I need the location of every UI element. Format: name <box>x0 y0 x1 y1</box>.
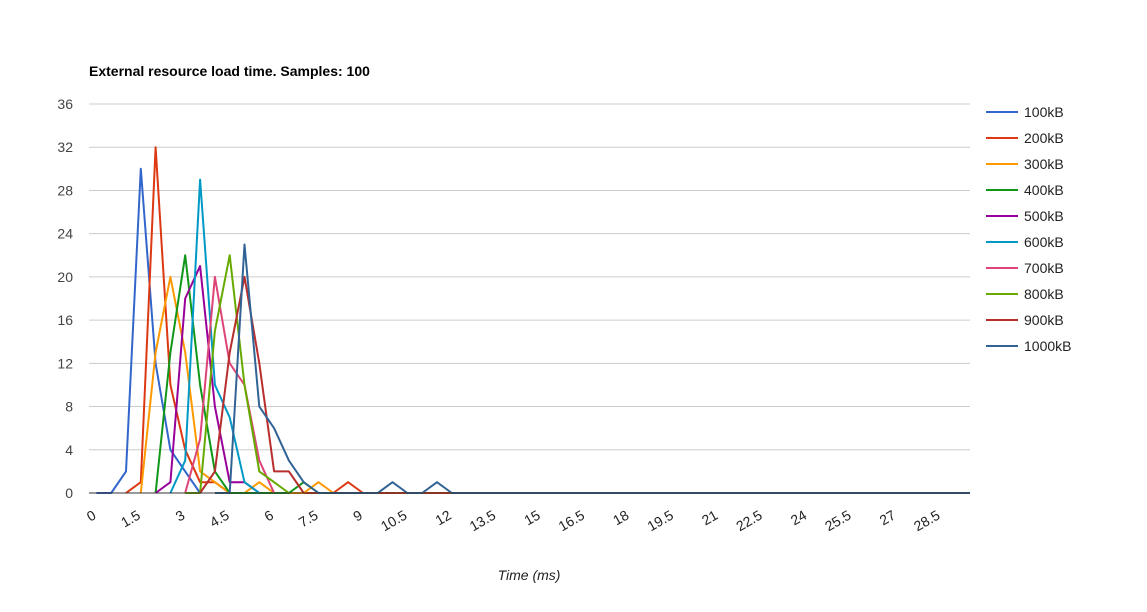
legend-label: 400kB <box>1024 182 1064 198</box>
series-line-800kB <box>185 254 290 494</box>
x-tick-label: 10.5 <box>378 507 410 535</box>
y-tick-label: 12 <box>57 355 73 371</box>
series-line-700kB <box>184 275 276 494</box>
y-tick-label: 16 <box>57 312 73 328</box>
chart-title: External resource load time. Samples: 10… <box>89 63 370 79</box>
legend-item-800kB[interactable]: 800kB <box>986 286 1064 302</box>
series-line-500kB <box>155 265 260 494</box>
x-tick-label: 24 <box>788 507 810 529</box>
x-tick-label: 16.5 <box>556 507 588 535</box>
y-tick-label: 8 <box>65 399 73 415</box>
legend-label: 700kB <box>1024 260 1064 276</box>
x-tick-label: 21 <box>699 507 721 529</box>
series-lines <box>96 146 970 494</box>
x-tick-label: 19.5 <box>644 507 676 535</box>
legend-item-1000kB[interactable]: 1000kB <box>986 338 1071 354</box>
y-tick-label: 24 <box>57 226 73 242</box>
y-tick-label: 0 <box>65 485 73 501</box>
legend-item-500kB[interactable]: 500kB <box>986 208 1064 224</box>
x-tick-label: 6 <box>261 507 276 525</box>
series-line-1000kB <box>214 243 970 494</box>
series-line-600kB <box>169 178 260 494</box>
legend-label: 300kB <box>1024 156 1064 172</box>
x-tick-label: 27 <box>877 507 899 529</box>
legend-label: 500kB <box>1024 208 1064 224</box>
x-tick-label: 28.5 <box>911 507 943 535</box>
y-tick-label: 32 <box>57 139 73 155</box>
legend[interactable]: 100kB 200kB 300kB 400kB 500kB 600kB 700kB 800kB… <box>986 104 1071 354</box>
series-line-400kB <box>154 254 320 494</box>
legend-label: 200kB <box>1024 130 1064 146</box>
y-tick-label: 36 <box>57 96 73 112</box>
x-tick-label: 18 <box>610 507 632 529</box>
y-tick-label: 4 <box>65 442 73 458</box>
x-tick-label: 7.5 <box>296 507 321 531</box>
x-axis-label: Time (ms) <box>498 567 561 583</box>
legend-item-600kB[interactable]: 600kB <box>986 234 1064 250</box>
legend-item-700kB[interactable]: 700kB <box>986 260 1064 276</box>
y-tick-label: 28 <box>57 182 73 198</box>
x-tick-label: 1.5 <box>118 507 143 531</box>
x-tick-label: 4.5 <box>207 507 232 531</box>
x-tick-label: 22.5 <box>733 507 765 535</box>
legend-item-900kB[interactable]: 900kB <box>986 312 1064 328</box>
x-tick-label: 9 <box>350 507 365 525</box>
legend-item-400kB[interactable]: 400kB <box>986 182 1064 198</box>
legend-item-300kB[interactable]: 300kB <box>986 156 1064 172</box>
legend-label: 600kB <box>1024 234 1064 250</box>
x-tick-label: 12 <box>432 507 454 529</box>
legend-label: 800kB <box>1024 286 1064 302</box>
y-axis-ticks: 0 4 8 12 16 20 24 28 32 36 <box>57 96 73 501</box>
x-tick-label: 0 <box>84 507 99 525</box>
legend-item-100kB[interactable]: 100kB <box>986 104 1064 120</box>
y-tick-label: 20 <box>57 269 73 285</box>
x-tick-label: 13.5 <box>467 507 499 535</box>
x-axis-ticks: 0 1.5 3 4.5 6 7.5 9 10.5 12 13.5 15 16.5 18 19.5 21 22.… <box>84 507 943 535</box>
legend-label: 1000kB <box>1024 338 1071 354</box>
legend-label: 900kB <box>1024 312 1064 328</box>
legend-label: 100kB <box>1024 104 1064 120</box>
legend-item-200kB[interactable]: 200kB <box>986 130 1064 146</box>
x-tick-label: 15 <box>521 507 543 529</box>
x-tick-label: 3 <box>173 507 188 525</box>
x-tick-label: 25.5 <box>822 507 854 535</box>
